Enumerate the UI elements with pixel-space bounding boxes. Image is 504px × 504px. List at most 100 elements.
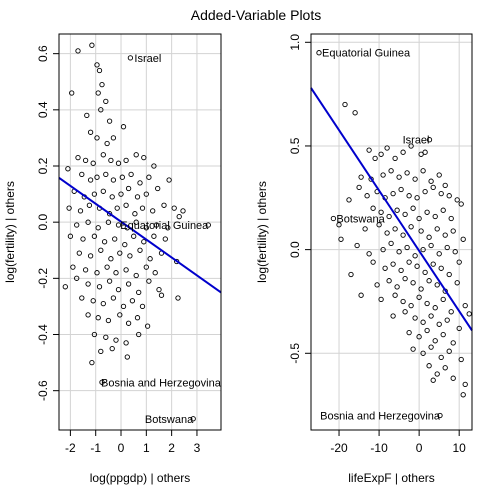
data-point bbox=[428, 313, 434, 319]
labeled-data-point bbox=[426, 137, 433, 143]
data-point bbox=[378, 296, 384, 303]
data-point bbox=[139, 205, 146, 211]
data-point bbox=[348, 271, 354, 278]
data-point bbox=[416, 215, 422, 222]
data-point bbox=[422, 188, 428, 195]
data-point bbox=[143, 225, 149, 231]
data-point bbox=[87, 253, 94, 259]
data-point bbox=[448, 215, 454, 222]
data-point bbox=[376, 222, 382, 228]
x-tick-label: 0 bbox=[416, 441, 423, 455]
data-point bbox=[77, 208, 84, 214]
data-point bbox=[440, 296, 446, 303]
x-axis-label: log(ppgdp) | others bbox=[90, 471, 191, 485]
data-point bbox=[444, 244, 450, 251]
data-point bbox=[428, 178, 434, 184]
data-point bbox=[418, 228, 424, 234]
data-point bbox=[406, 329, 412, 336]
data-point bbox=[378, 151, 384, 157]
data-point bbox=[89, 359, 95, 366]
x-tick-label: 0 bbox=[118, 441, 125, 455]
data-point bbox=[446, 271, 452, 278]
x-tick-label: 10 bbox=[453, 441, 467, 455]
data-point bbox=[434, 226, 440, 232]
point-label: Bosnia and Herzegovina bbox=[101, 377, 222, 389]
data-point bbox=[392, 226, 398, 232]
data-point bbox=[137, 180, 143, 186]
data-point bbox=[336, 222, 342, 228]
data-point bbox=[152, 270, 158, 276]
data-point bbox=[147, 256, 153, 262]
data-point bbox=[412, 176, 418, 182]
point-label: Botswana bbox=[336, 214, 385, 226]
data-point bbox=[372, 155, 378, 162]
data-point bbox=[104, 140, 110, 147]
data-point bbox=[91, 331, 98, 338]
data-point bbox=[438, 190, 444, 197]
data-point bbox=[110, 295, 117, 301]
data-point bbox=[386, 278, 392, 284]
plot-frame bbox=[310, 33, 473, 431]
data-point bbox=[109, 194, 115, 200]
data-point bbox=[99, 81, 105, 88]
data-point bbox=[166, 177, 172, 183]
data-point bbox=[462, 302, 468, 309]
data-point bbox=[76, 250, 82, 256]
data-point bbox=[452, 249, 458, 255]
data-point bbox=[150, 208, 156, 214]
data-point bbox=[458, 201, 464, 207]
data-point bbox=[424, 300, 430, 307]
y-tick-label: 0.2 bbox=[36, 157, 50, 174]
data-point bbox=[143, 191, 149, 197]
labeled-data-point bbox=[190, 416, 196, 422]
data-point bbox=[364, 193, 370, 199]
data-point bbox=[85, 312, 91, 318]
data-point bbox=[414, 263, 420, 269]
data-point bbox=[366, 147, 372, 153]
data-point bbox=[420, 168, 426, 174]
data-point bbox=[390, 190, 396, 197]
data-point bbox=[388, 168, 394, 174]
data-point bbox=[400, 149, 406, 155]
data-point bbox=[390, 261, 396, 267]
data-point bbox=[98, 247, 104, 253]
data-point bbox=[434, 282, 440, 288]
data-point bbox=[91, 233, 98, 239]
plot-frame bbox=[58, 33, 222, 431]
data-point bbox=[438, 265, 444, 271]
data-point bbox=[402, 275, 408, 282]
data-point bbox=[426, 363, 432, 369]
data-point bbox=[414, 195, 420, 201]
data-point bbox=[114, 205, 120, 211]
data-point bbox=[386, 213, 392, 220]
data-point bbox=[366, 251, 372, 257]
data-point bbox=[436, 251, 442, 257]
data-point bbox=[440, 331, 446, 338]
data-point bbox=[352, 110, 358, 116]
x-tick-label: 1 bbox=[143, 441, 150, 455]
data-point bbox=[86, 202, 93, 208]
labeled-data-point bbox=[316, 50, 322, 56]
x-tick-label: 2 bbox=[168, 441, 175, 455]
data-point bbox=[95, 90, 101, 96]
data-point bbox=[155, 185, 161, 192]
data-point bbox=[120, 303, 127, 310]
data-point bbox=[96, 284, 103, 290]
data-point bbox=[113, 270, 119, 276]
data-point bbox=[436, 321, 442, 327]
data-point bbox=[141, 239, 147, 245]
data-point bbox=[132, 211, 138, 217]
data-point bbox=[74, 275, 80, 281]
data-point bbox=[125, 185, 132, 192]
data-point bbox=[440, 207, 446, 213]
data-point bbox=[408, 143, 414, 149]
data-point bbox=[136, 289, 142, 296]
regression-line bbox=[310, 87, 473, 332]
data-point bbox=[398, 186, 404, 193]
data-point bbox=[165, 225, 171, 231]
data-point bbox=[62, 284, 68, 290]
data-point bbox=[338, 236, 344, 242]
data-point bbox=[430, 377, 436, 383]
data-point bbox=[462, 381, 468, 388]
data-point bbox=[424, 327, 430, 334]
